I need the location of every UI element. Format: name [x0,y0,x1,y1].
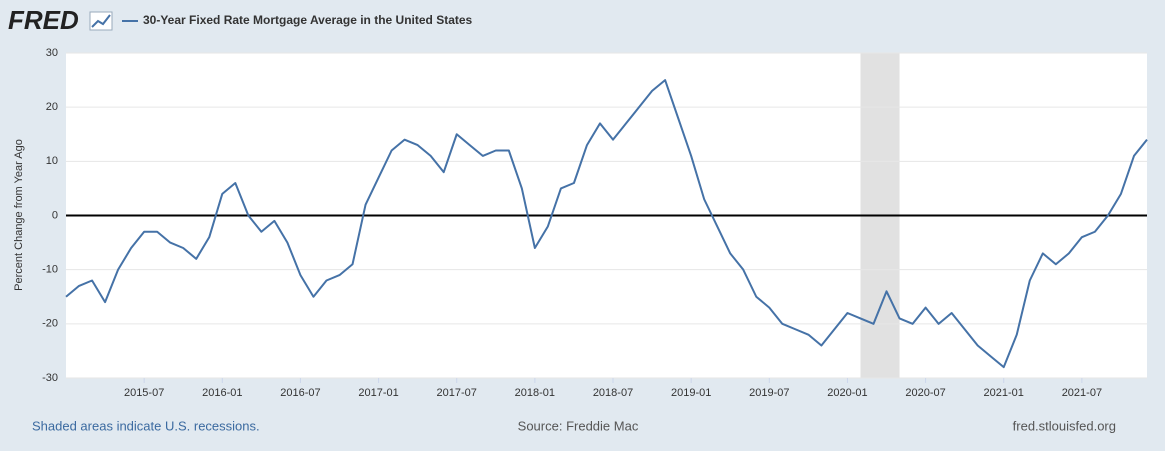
x-tick-label: 2021-01 [984,387,1024,399]
x-tick-label: 2020-01 [827,387,867,399]
y-tick-label: 0 [52,209,58,221]
logo: FRED [8,5,79,35]
x-tick-label: 2017-01 [358,387,398,399]
y-tick-label: -10 [42,264,58,276]
y-tick-label: -20 [42,318,58,330]
x-tick-label: 2019-07 [749,387,789,399]
x-tick-label: 2015-07 [124,387,164,399]
logo-icon [89,11,113,31]
x-tick-label: 2021-07 [1062,387,1102,399]
footer-right: fred.stlouisfed.org [1013,418,1116,433]
legend-label: 30-Year Fixed Rate Mortgage Average in t… [143,13,473,27]
y-tick-label: 30 [46,47,58,59]
y-tick-label: 10 [46,155,58,167]
x-tick-label: 2020-07 [905,387,945,399]
x-tick-label: 2018-01 [515,387,555,399]
footer-center: Source: Freddie Mac [518,418,639,433]
data-line [65,79,1148,369]
y-axis-label: Percent Change from Year Ago [13,139,25,291]
x-tick-label: 2016-01 [202,387,242,399]
x-tick-label: 2016-07 [280,387,320,399]
x-tick-label: 2017-07 [437,387,477,399]
y-tick-label: -30 [42,372,58,384]
y-tick-label: 20 [46,101,58,113]
x-tick-label: 2018-07 [593,387,633,399]
x-tick-label: 2019-01 [671,387,711,399]
footer-left: Shaded areas indicate U.S. recessions. [32,418,260,433]
